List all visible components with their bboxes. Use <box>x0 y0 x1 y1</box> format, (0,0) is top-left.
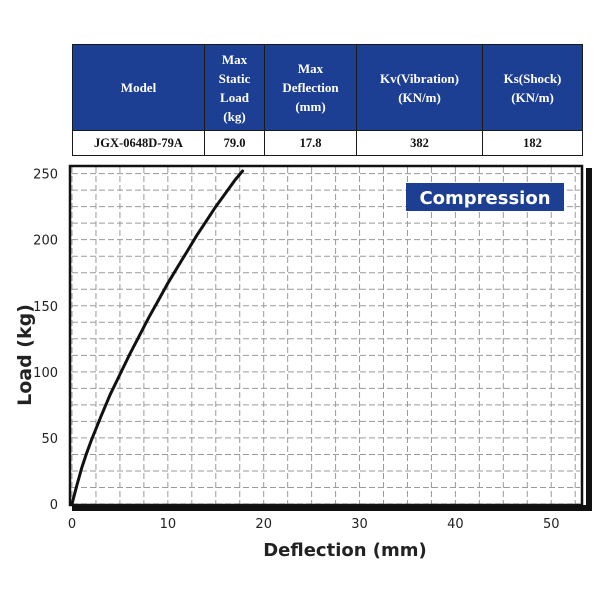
header-line: Max <box>221 51 248 67</box>
y-tick-label: 150 <box>33 300 58 315</box>
header-line: (mm) <box>295 99 326 114</box>
header-line: Max <box>297 61 324 76</box>
x-tick-label: 50 <box>543 517 560 532</box>
y-tick-labels: 0 50 100 150 200 250 <box>33 168 58 513</box>
x-tick-label: 10 <box>160 517 177 532</box>
x-tick-label: 0 <box>68 517 76 532</box>
compression-label: Compression <box>406 183 564 211</box>
y-tick-label: 100 <box>33 366 58 381</box>
header-line: Model <box>120 80 157 95</box>
x-tick-labels: 0 10 20 30 40 50 <box>68 517 560 532</box>
y-tick-label: 50 <box>41 432 58 447</box>
header-line: Static <box>218 70 251 86</box>
grid <box>71 167 580 505</box>
spec-table: Model Max Static Load (kg) Max Deflectio… <box>72 44 583 156</box>
header-line: Deflection <box>282 80 339 95</box>
frame-shadow-right <box>586 168 592 510</box>
compression-label-text: Compression <box>419 188 550 209</box>
series-line <box>70 169 245 506</box>
header-line: (KN/m) <box>398 89 441 105</box>
x-tick-label: 20 <box>255 517 272 532</box>
header-line: Load <box>220 89 249 105</box>
x-tick-label: 30 <box>351 517 368 532</box>
cell-max-static-load: 79.0 <box>204 130 265 156</box>
cell-ks: 182 <box>482 130 583 156</box>
spec-data-row: JGX-0648D-79A 79.0 17.8 382 182 <box>72 130 583 156</box>
header-line: Kv(Vibration) <box>380 70 459 86</box>
x-tick-label: 40 <box>447 517 464 532</box>
y-tick-label: 250 <box>33 168 58 183</box>
y-tick-label: 0 <box>50 498 58 513</box>
cell-max-deflection: 17.8 <box>264 130 357 156</box>
header-line: (kg) <box>223 108 246 124</box>
cell-kv: 382 <box>356 130 483 156</box>
x-axis-label: Deflection (mm) <box>263 540 427 561</box>
y-axis-label: Load (kg) <box>14 304 36 406</box>
compression-label-bg <box>406 183 564 211</box>
y-tick-label: 200 <box>33 234 58 249</box>
header-line: (KN/m) <box>511 89 554 105</box>
header-model: Model <box>72 44 205 131</box>
frame-shadow-bottom <box>72 505 592 511</box>
header-ks-shock: Ks(Shock) (KN/m) <box>482 44 583 131</box>
header-max-deflection: Max Deflection (mm) <box>264 44 357 131</box>
spec-header-row: Model Max Static Load (kg) Max Deflectio… <box>72 44 583 131</box>
plot-frame <box>68 164 584 507</box>
header-line: Ks(Shock) <box>503 70 562 86</box>
